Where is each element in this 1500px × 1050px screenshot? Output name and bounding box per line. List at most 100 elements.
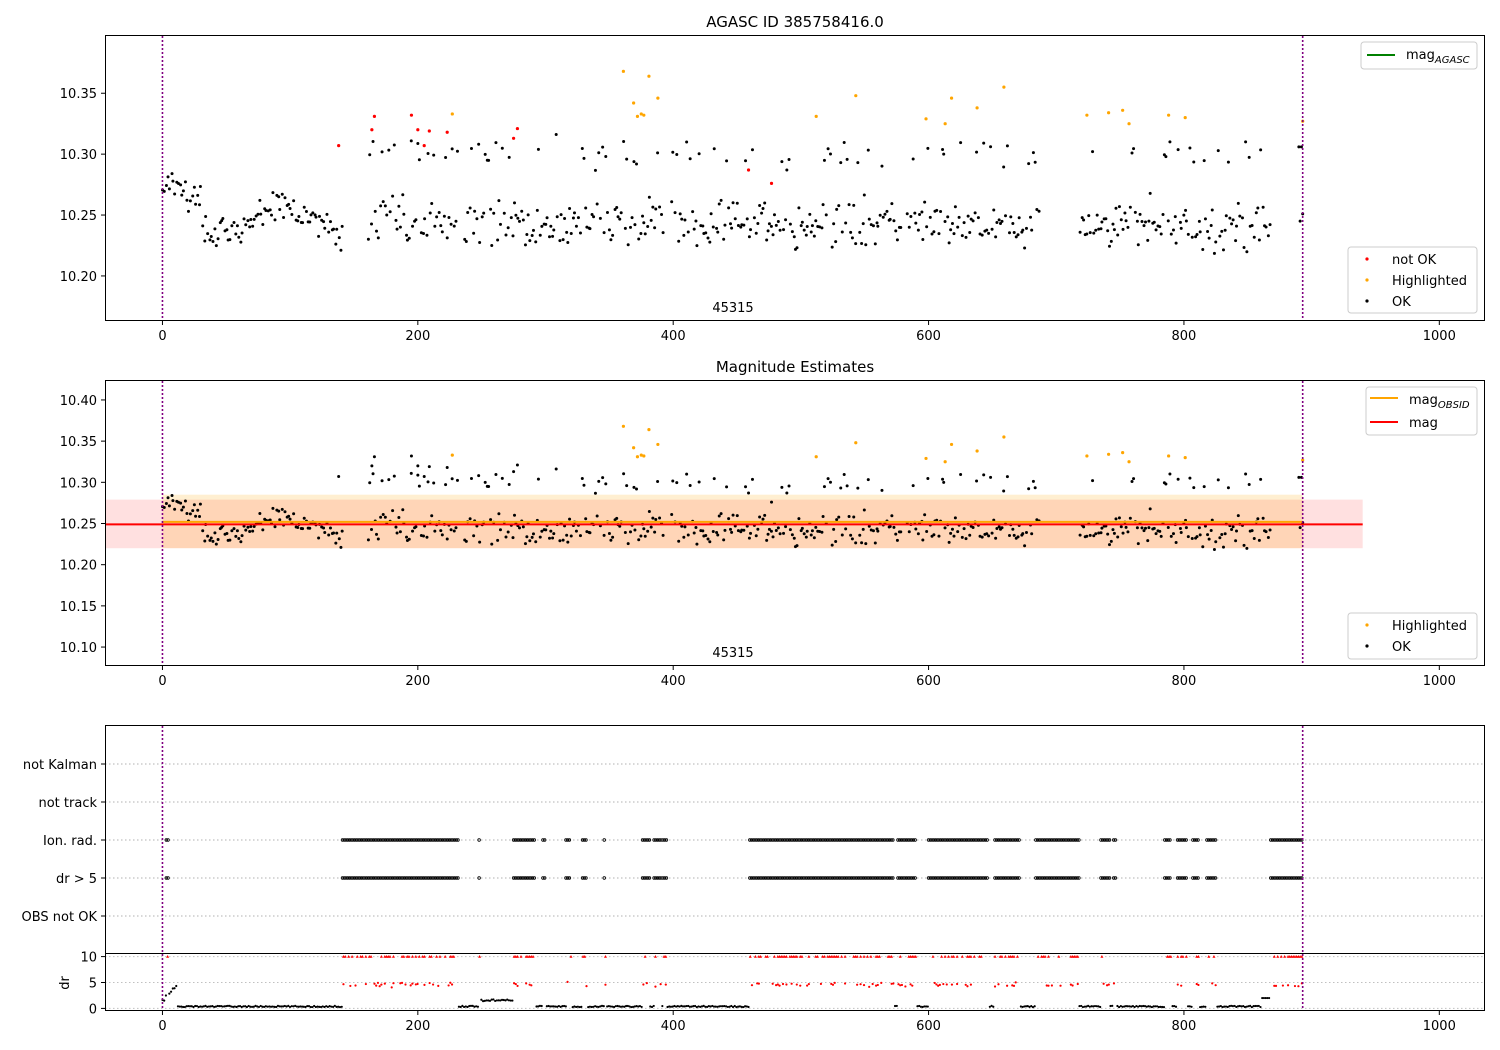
ok-point [1195,232,1199,236]
flag-marker [642,838,646,842]
ok-point [780,160,784,164]
dr-clipped-marker [862,954,866,958]
ok-point [928,215,932,219]
dr-high-point [1011,984,1014,987]
ok-point [862,508,866,512]
ok-point [830,245,834,249]
ok-point [630,216,634,220]
ok-point [728,527,732,531]
flag-marker [961,838,965,842]
ok-point [239,240,243,244]
flag-marker [345,838,350,842]
ok-point [921,538,925,542]
flag-marker [640,838,645,842]
dr-high-point [528,983,531,986]
dr-point [1161,1005,1164,1009]
highlighted-point [632,446,636,450]
dr-point [726,1005,729,1009]
ok-point [1037,209,1041,213]
ok-point [588,531,592,535]
ok-point [574,224,578,228]
flag-marker [437,838,441,842]
flag-marker [1054,876,1059,880]
flag-marker [1061,838,1066,842]
ok-point [569,231,573,235]
ok-point [578,534,582,538]
ok-point [477,474,481,478]
ok-point [763,513,767,517]
dr-high-point [373,982,376,985]
flag-marker [873,876,878,880]
ok-point [1218,536,1222,540]
flag-marker [351,876,355,880]
dr-point [1249,1004,1252,1007]
ok-point [647,195,651,199]
flag-marker [1037,838,1041,842]
flag-marker [975,876,979,880]
flag-marker [861,876,866,880]
ok-point [1174,540,1178,544]
dr-high-point [819,982,823,985]
ok-point [649,525,653,529]
ok-point [1197,219,1201,223]
ok-point [512,470,516,474]
ok-point [216,538,220,542]
dr-point [737,1005,740,1008]
ok-point [234,232,238,236]
flag-marker [1294,876,1299,880]
ok-point [778,532,782,536]
dr-point [175,984,178,988]
ok-point [558,539,562,543]
ok-point [170,172,174,176]
dr-point [480,998,483,1001]
flag-marker [851,876,855,880]
ok-point [228,538,232,542]
ok-point [1166,525,1170,529]
ok-point [1154,228,1158,232]
dr-clipped-marker [822,954,826,958]
flag-marker [1181,838,1185,842]
ok-point [235,224,239,228]
ok-point [785,491,789,495]
flag-marker [794,876,799,880]
ok-point [852,203,856,207]
ok-point [788,528,792,532]
dr-point [238,1005,242,1008]
flag-marker [644,876,648,880]
ok-point [287,514,291,518]
ok-point [1116,233,1120,237]
flag-marker [777,876,781,880]
dr-point [1143,1005,1147,1008]
mag-obsid-label: 45315 [712,646,753,661]
ok-point [1082,525,1086,529]
ok-point [1147,219,1151,223]
flag-marker [901,876,905,880]
ok-point [565,230,569,234]
flag-marker [913,876,917,880]
flag-marker [1061,876,1066,880]
ok-point [982,141,986,145]
y-tick-label: 10.25 [60,209,97,224]
ok-point [566,241,570,245]
flag-marker [1168,838,1172,842]
ok-point [643,232,647,236]
ok-point [1234,239,1238,243]
ok-point [490,244,494,248]
ok-point [580,146,584,150]
flag-marker [517,838,521,842]
ok-point [191,509,195,513]
ok-point [641,214,645,218]
dr-high-point [516,984,519,988]
dr-point [226,1004,230,1007]
flag-marker [1035,838,1040,842]
flag-marker [1298,876,1302,880]
flag-marker [1013,838,1018,842]
dr-point [537,1005,540,1008]
flag-marker [394,876,398,880]
ok-point [765,238,769,242]
ok-point [1256,517,1260,521]
dr-point [276,1004,280,1007]
flag-marker [932,838,936,842]
ok-point [1027,162,1031,166]
